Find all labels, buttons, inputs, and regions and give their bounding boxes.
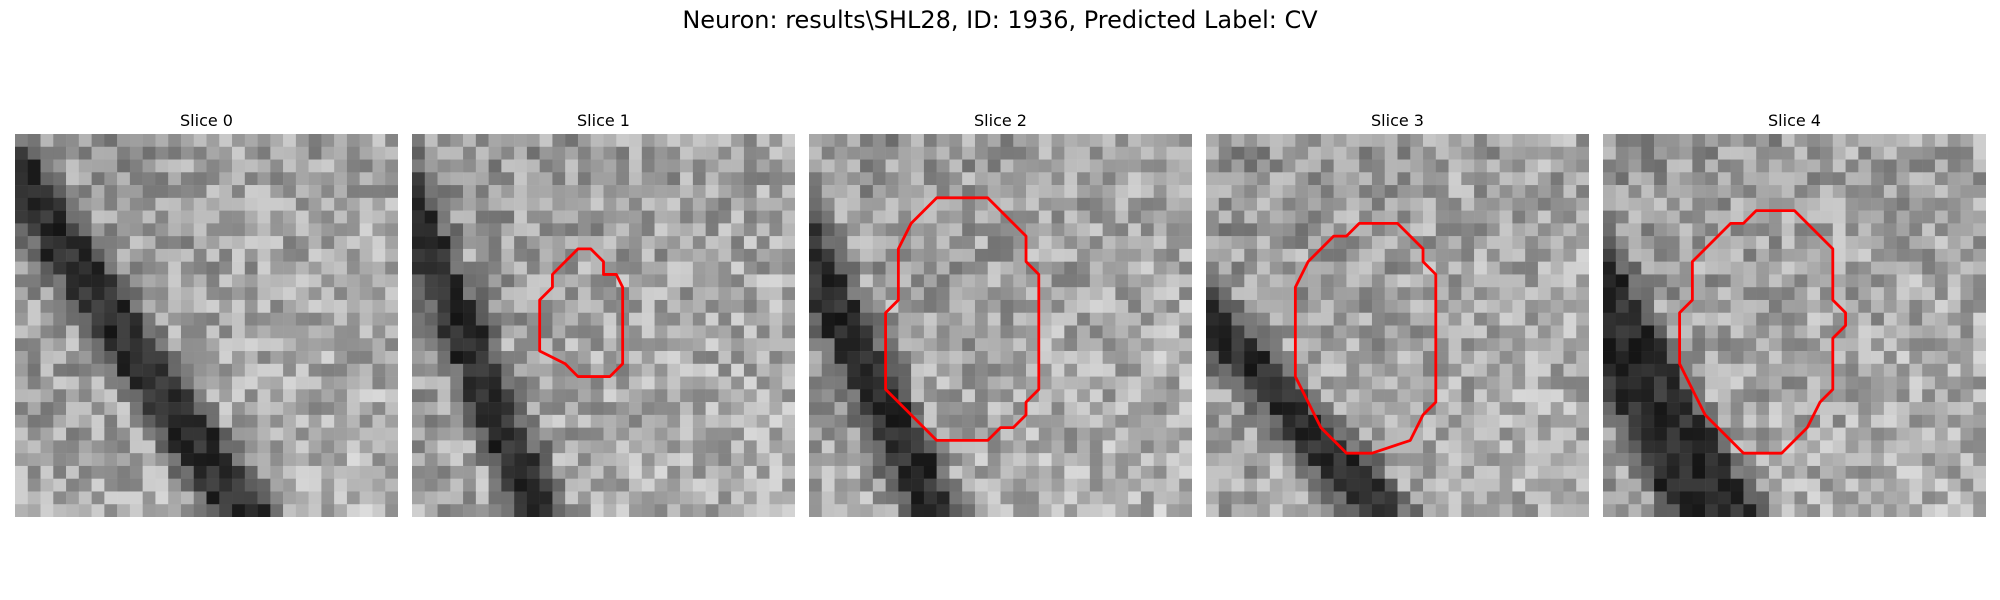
slice-title: Slice 2 [974,111,1027,130]
slice-panel-2: Slice 2 [809,110,1192,517]
slice-title: Slice 1 [577,111,630,130]
microscopy-image [1206,134,1589,517]
slice-panel-3: Slice 3 [1206,110,1589,517]
slice-title: Slice 3 [1371,111,1424,130]
microscopy-image [412,134,795,517]
segmentation-contour [538,247,625,378]
slice-panel-0: Slice 0 [15,110,398,517]
slice-panel-4: Slice 4 [1603,110,1986,517]
slice-panel-1: Slice 1 [412,110,795,517]
figure-title: Neuron: results\SHL28, ID: 1936, Predict… [682,6,1318,34]
slice-title: Slice 4 [1768,111,1821,130]
slice-title: Slice 0 [180,111,233,130]
segmentation-contour [1293,221,1438,455]
microscopy-image [15,134,398,517]
microscopy-image [809,134,1192,517]
segmentation-contour [1678,209,1847,455]
microscopy-image [1603,134,1986,517]
segmentation-contour [884,196,1041,442]
